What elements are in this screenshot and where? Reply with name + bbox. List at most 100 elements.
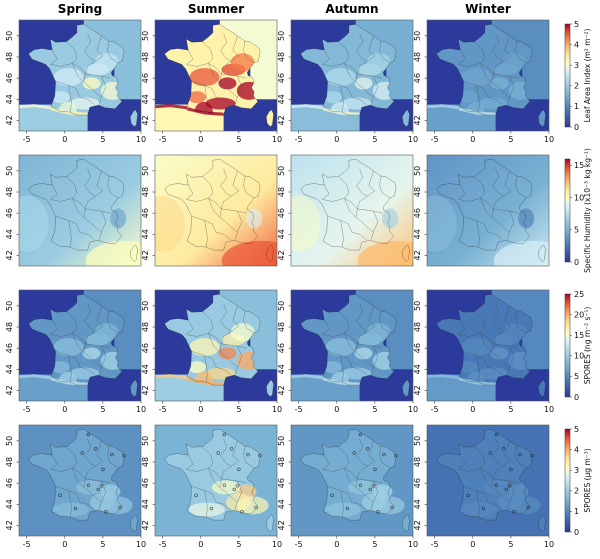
x-tick-label: -5 bbox=[159, 405, 167, 414]
colorbar-tick-label: 5 bbox=[574, 372, 579, 381]
france-outline bbox=[300, 428, 397, 521]
corsica-outline bbox=[538, 109, 546, 128]
france-outline bbox=[28, 293, 125, 386]
region-borders bbox=[322, 303, 391, 383]
x-tick-label: 5 bbox=[372, 405, 377, 414]
panel-frame bbox=[426, 154, 550, 267]
corsica-outline bbox=[266, 109, 274, 128]
station-marker bbox=[504, 487, 509, 492]
x-tick-label: 5 bbox=[372, 135, 377, 144]
france-outline bbox=[164, 293, 261, 386]
colorbar-tick-label: 10 bbox=[574, 193, 584, 202]
station-marker bbox=[86, 483, 91, 488]
y-tick-label: 44 bbox=[277, 94, 286, 104]
colorbar-label: Leaf Area Index (m² m⁻²) bbox=[583, 29, 592, 123]
x-tick-label: -5 bbox=[295, 405, 303, 414]
x-tick-label: -5 bbox=[23, 405, 31, 414]
y-tick-label: 46 bbox=[5, 73, 14, 83]
region-borders bbox=[50, 33, 119, 113]
y-tick-label: 46 bbox=[141, 478, 150, 488]
y-tick-label: 48 bbox=[141, 457, 150, 467]
map-panel-lai-winter: -5 0 5 10 42 44 46 48 50 bbox=[413, 19, 554, 144]
panel-frame bbox=[290, 19, 414, 132]
panel-frame bbox=[426, 289, 550, 402]
y-tick-label: 48 bbox=[277, 457, 286, 467]
x-tick-label: 5 bbox=[236, 405, 241, 414]
france-outline bbox=[28, 158, 125, 251]
map-panel-spores-conc-summer: -5 0 5 10 42 44 46 48 50 bbox=[141, 424, 282, 549]
x-tick-label: 5 bbox=[100, 540, 105, 549]
colorbar-tick-label: 15 bbox=[574, 331, 584, 340]
station-marker bbox=[358, 432, 363, 437]
colorbar-scale bbox=[564, 158, 571, 263]
x-tick-label: 0 bbox=[470, 540, 475, 549]
france-outline bbox=[436, 293, 533, 386]
y-tick-label: 50 bbox=[413, 166, 422, 176]
x-tick-label: 0 bbox=[470, 135, 475, 144]
y-tick-label: 42 bbox=[5, 520, 14, 530]
panel-frame bbox=[154, 154, 278, 267]
station-marker bbox=[494, 432, 499, 437]
column-title-summer: Summer bbox=[188, 2, 244, 16]
colorbar-tick-label: 10 bbox=[574, 352, 584, 361]
map-panel-spores-conc-spring: -5 0 5 10 42 44 46 48 50 bbox=[5, 424, 146, 549]
corsica-outline bbox=[402, 109, 410, 128]
y-tick-label: 42 bbox=[141, 520, 150, 530]
region-borders bbox=[458, 438, 527, 518]
y-tick-label: 44 bbox=[141, 499, 150, 509]
y-tick-label: 50 bbox=[277, 166, 286, 176]
y-tick-label: 46 bbox=[277, 208, 286, 218]
corsica-outline bbox=[130, 379, 138, 398]
colorbar-tick-label: 3 bbox=[574, 466, 579, 475]
station-marker bbox=[235, 484, 240, 488]
y-tick-label: 44 bbox=[5, 229, 14, 239]
y-tick-label: 46 bbox=[141, 208, 150, 218]
y-tick-label: 50 bbox=[5, 436, 14, 446]
station-markers bbox=[330, 432, 398, 514]
station-marker bbox=[345, 506, 350, 511]
region-borders bbox=[50, 438, 119, 518]
y-tick-label: 44 bbox=[141, 229, 150, 239]
corsica-outline bbox=[130, 244, 138, 263]
y-tick-label: 50 bbox=[141, 436, 150, 446]
y-tick-label: 46 bbox=[413, 343, 422, 353]
station-marker bbox=[368, 487, 373, 492]
region-borders bbox=[458, 168, 527, 248]
station-marker bbox=[530, 453, 534, 458]
region-borders bbox=[322, 33, 391, 113]
france-outline bbox=[436, 428, 533, 521]
y-tick-label: 42 bbox=[413, 520, 422, 530]
colorbar-spores-conc: 0 1 2 3 4 5 SPORES (μg m⁻³) bbox=[564, 425, 592, 537]
x-tick-label: -5 bbox=[431, 135, 439, 144]
y-tick-label: 48 bbox=[277, 52, 286, 62]
colorbar-label: SPORES (ng m⁻² s⁻¹) bbox=[583, 307, 592, 385]
x-tick-label: 0 bbox=[470, 405, 475, 414]
station-marker bbox=[122, 453, 126, 458]
y-tick-label: 50 bbox=[5, 166, 14, 176]
y-tick-label: 42 bbox=[413, 250, 422, 260]
y-tick-label: 50 bbox=[141, 166, 150, 176]
station-marker bbox=[352, 451, 357, 455]
map-panel-humidity-summer: 42 44 46 48 50 bbox=[141, 154, 278, 267]
panel-frame bbox=[154, 289, 278, 402]
x-tick-label: 0 bbox=[62, 135, 67, 144]
y-tick-label: 50 bbox=[141, 31, 150, 41]
x-tick-label: 10 bbox=[544, 135, 554, 144]
x-tick-label: -5 bbox=[23, 135, 31, 144]
station-marker bbox=[96, 487, 101, 492]
colorbar-tick-label: 2 bbox=[574, 487, 579, 496]
corsica-outline bbox=[402, 379, 410, 398]
station-marker bbox=[371, 484, 376, 488]
corsica-outline bbox=[266, 244, 274, 263]
y-tick-label: 42 bbox=[277, 115, 286, 125]
station-marker bbox=[376, 509, 380, 514]
map-panel-spores-flux-summer: -5 0 5 10 42 44 46 48 50 bbox=[141, 289, 282, 414]
map-panel-lai-summer: -5 0 5 10 42 44 46 48 50 bbox=[141, 19, 282, 144]
corsica-outline bbox=[538, 379, 546, 398]
x-tick-label: 0 bbox=[62, 540, 67, 549]
station-marker bbox=[509, 467, 513, 472]
colorbar-lai: 0 1 2 3 4 5 Leaf Area Index (m² m⁻²) bbox=[564, 20, 592, 132]
y-tick-label: 50 bbox=[5, 31, 14, 41]
y-tick-label: 48 bbox=[413, 187, 422, 197]
